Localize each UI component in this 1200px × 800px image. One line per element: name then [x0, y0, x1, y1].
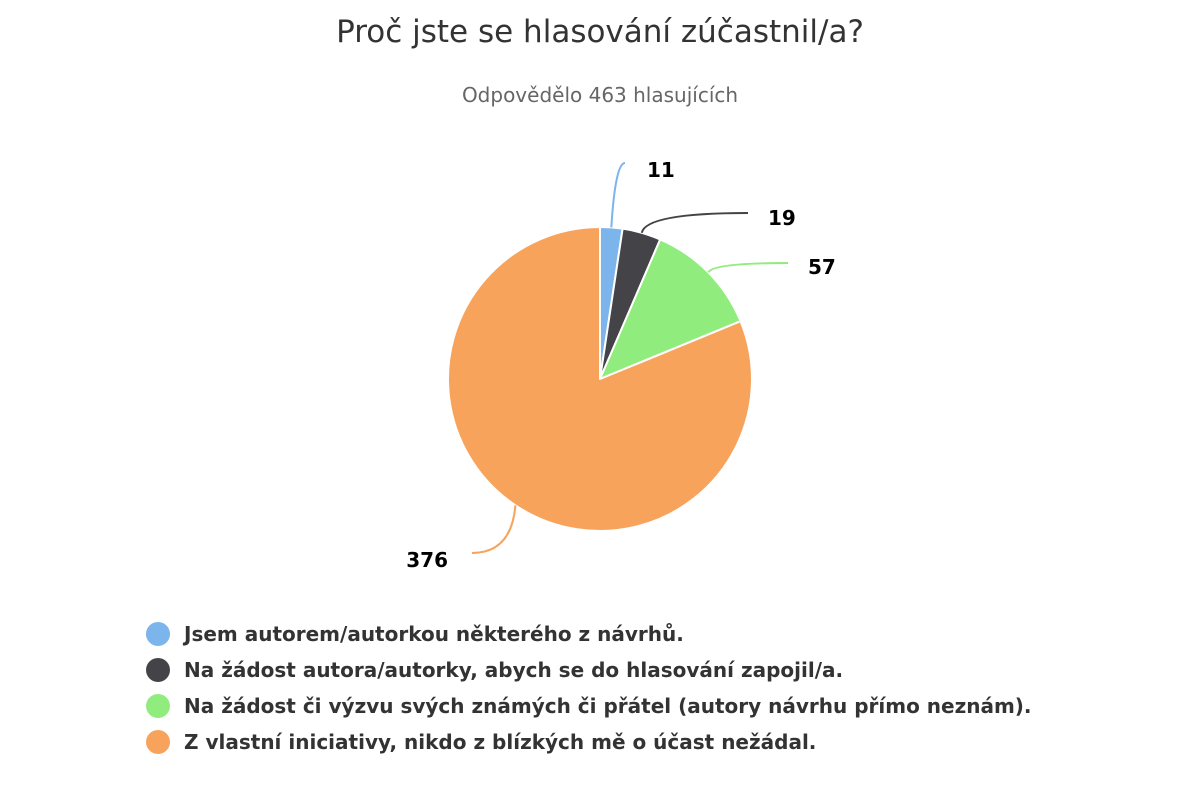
data-label-author: 11 — [647, 158, 675, 182]
connector-author-request — [640, 212, 749, 234]
legend-label: Na žádost autora/autorky, abych se do hl… — [184, 658, 844, 682]
legend-swatch-author — [146, 622, 170, 646]
legend-label: Jsem autorem/autorkou některého z návrhů… — [184, 622, 684, 646]
legend-label: Na žádost či výzvu svých známých či přát… — [184, 694, 1032, 718]
legend-swatch-own-initiative — [146, 730, 170, 754]
legend-item-author[interactable]: Jsem autorem/autorkou některého z návrhů… — [146, 616, 1032, 652]
data-label-own-initiative: 376 — [406, 548, 448, 572]
legend-item-friends-request[interactable]: Na žádost či výzvu svých známých či přát… — [146, 688, 1032, 724]
legend-item-own-initiative[interactable]: Z vlastní iniciativy, nikdo z blízkých m… — [146, 724, 1032, 760]
legend-label: Z vlastní iniciativy, nikdo z blízkých m… — [184, 730, 817, 754]
chart-subtitle: Odpovědělo 463 hlasujících — [461, 83, 739, 107]
data-label-author-request: 19 — [768, 206, 796, 230]
chart-title: Proč jste se hlasování zúčastnil/a? — [336, 14, 864, 50]
connector-own-initiative — [471, 505, 517, 554]
pie-slice-friends-request[interactable] — [599, 238, 742, 380]
connector-friends-request — [707, 262, 789, 274]
legend: Jsem autorem/autorkou některého z návrhů… — [146, 616, 1032, 760]
legend-swatch-friends-request — [146, 694, 170, 718]
legend-swatch-author-request — [146, 658, 170, 682]
pie-slice-own-initiative[interactable] — [447, 226, 753, 532]
legend-item-author-request[interactable]: Na žádost autora/autorky, abych se do hl… — [146, 652, 1032, 688]
connector-author — [610, 162, 626, 228]
data-label-friends-request: 57 — [808, 255, 836, 279]
